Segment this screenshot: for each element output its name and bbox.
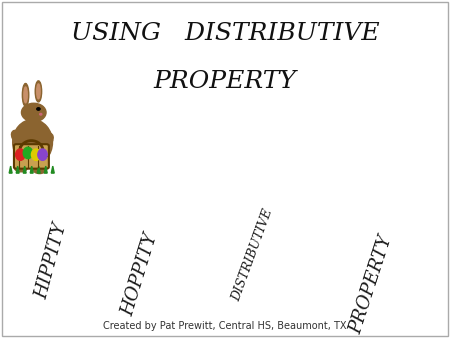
Ellipse shape (14, 164, 27, 172)
Text: Created by Pat Prewitt, Central HS, Beaumont, TX: Created by Pat Prewitt, Central HS, Beau… (103, 321, 347, 331)
Ellipse shape (38, 149, 47, 161)
Ellipse shape (24, 87, 27, 103)
Polygon shape (30, 166, 33, 173)
Polygon shape (44, 166, 47, 173)
Text: PROPERTY: PROPERTY (153, 70, 297, 93)
Ellipse shape (23, 147, 32, 159)
Ellipse shape (12, 130, 23, 144)
Text: HIPPITY: HIPPITY (33, 221, 71, 301)
Polygon shape (23, 166, 26, 173)
Circle shape (37, 108, 40, 110)
Text: PROPERTY: PROPERTY (347, 233, 396, 336)
Ellipse shape (13, 120, 53, 165)
Circle shape (40, 114, 42, 115)
Polygon shape (37, 166, 40, 173)
Circle shape (22, 103, 46, 122)
Ellipse shape (16, 149, 25, 161)
Ellipse shape (33, 166, 46, 174)
FancyBboxPatch shape (14, 144, 49, 169)
Ellipse shape (40, 133, 53, 148)
Text: USING   DISTRIBUTIVE: USING DISTRIBUTIVE (71, 22, 379, 45)
Polygon shape (9, 166, 12, 173)
Polygon shape (51, 166, 54, 173)
Ellipse shape (32, 149, 41, 161)
Text: DISTRIBUTIVE: DISTRIBUTIVE (230, 207, 275, 303)
Text: HOPPITY: HOPPITY (119, 231, 161, 318)
Ellipse shape (37, 84, 40, 99)
Ellipse shape (35, 81, 42, 102)
Ellipse shape (22, 83, 29, 106)
Polygon shape (16, 166, 19, 173)
